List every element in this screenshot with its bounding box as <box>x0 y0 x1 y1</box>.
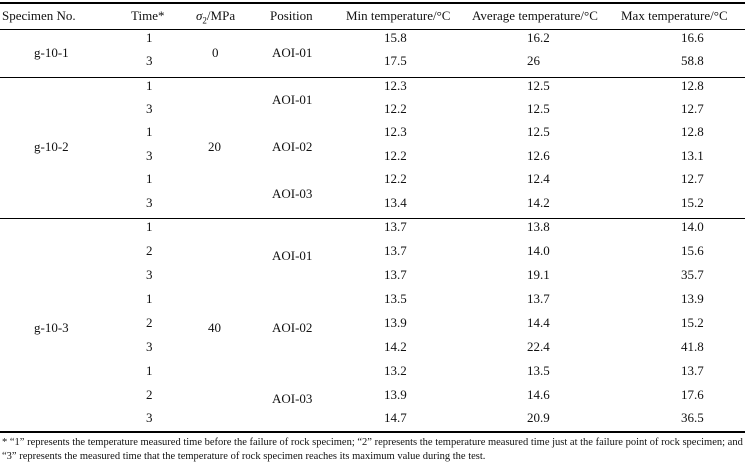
group-divider-rule <box>0 218 745 219</box>
max-temperature-cell: 41.8 <box>681 339 704 354</box>
sigma-subscript: 2 <box>202 15 207 26</box>
min-temperature-cell: 15.8 <box>384 30 407 45</box>
specimen-cell: g-10-1 <box>34 45 69 60</box>
max-temperature-cell: 13.7 <box>681 363 704 378</box>
max-temperature-cell: 15.2 <box>681 315 704 330</box>
time-cell: 3 <box>146 148 153 163</box>
max-temperature-cell: 13.9 <box>681 291 704 306</box>
time-cell: 1 <box>146 171 153 186</box>
min-temperature-cell: 13.7 <box>384 267 407 282</box>
header-time: Time* <box>131 8 165 23</box>
min-temperature-cell: 13.2 <box>384 363 407 378</box>
min-temperature-cell: 13.9 <box>384 315 407 330</box>
position-cell: AOI-01 <box>272 92 313 107</box>
min-temperature-cell: 13.9 <box>384 387 407 402</box>
header-average-temperature: Average temperature/°C <box>472 8 598 23</box>
specimen-cell: g-10-3 <box>34 320 69 335</box>
average-temperature-cell: 20.9 <box>527 410 550 425</box>
time-cell: 1 <box>146 363 153 378</box>
max-temperature-cell: 12.8 <box>681 78 704 93</box>
position-cell: AOI-02 <box>272 320 313 335</box>
max-temperature-cell: 16.6 <box>681 30 704 45</box>
header-position: Position <box>270 8 313 23</box>
position-cell: AOI-01 <box>272 248 313 263</box>
time-cell: 1 <box>146 30 153 45</box>
average-temperature-cell: 14.0 <box>527 243 550 258</box>
time-cell: 2 <box>146 387 153 402</box>
min-temperature-cell: 12.2 <box>384 101 407 116</box>
max-temperature-cell: 58.8 <box>681 53 704 68</box>
time-cell: 2 <box>146 243 153 258</box>
sigma-cell: 0 <box>212 45 219 60</box>
average-temperature-cell: 14.2 <box>527 195 550 210</box>
min-temperature-cell: 12.3 <box>384 124 407 139</box>
time-cell: 3 <box>146 410 153 425</box>
min-temperature-cell: 14.7 <box>384 410 407 425</box>
max-temperature-cell: 15.6 <box>681 243 704 258</box>
time-cell: 3 <box>146 53 153 68</box>
sigma-cell: 20 <box>208 139 221 154</box>
time-cell: 2 <box>146 315 153 330</box>
min-temperature-cell: 13.4 <box>384 195 407 210</box>
average-temperature-cell: 19.1 <box>527 267 550 282</box>
header-min-temperature: Min temperature/°C <box>346 8 451 23</box>
time-cell: 1 <box>146 124 153 139</box>
specimen-cell: g-10-2 <box>34 139 69 154</box>
sigma-unit: /MPa <box>206 8 236 23</box>
average-temperature-cell: 13.8 <box>527 219 550 234</box>
average-temperature-cell: 12.4 <box>527 171 550 186</box>
header-max-temperature: Max temperature/°C <box>621 8 728 23</box>
header-specimen: Specimen No. <box>2 8 76 23</box>
max-temperature-cell: 17.6 <box>681 387 704 402</box>
time-cell: 1 <box>146 78 153 93</box>
min-temperature-cell: 13.7 <box>384 219 407 234</box>
header-sigma: σ2/MPa <box>196 8 235 29</box>
max-temperature-cell: 12.7 <box>681 101 704 116</box>
time-cell: 3 <box>146 101 153 116</box>
time-cell: 3 <box>146 339 153 354</box>
min-temperature-cell: 14.2 <box>384 339 407 354</box>
average-temperature-cell: 13.7 <box>527 291 550 306</box>
position-cell: AOI-02 <box>272 139 313 154</box>
sigma-cell: 40 <box>208 320 221 335</box>
time-cell: 3 <box>146 195 153 210</box>
average-temperature-cell: 13.5 <box>527 363 550 378</box>
sigma-symbol: σ <box>196 8 203 23</box>
average-temperature-cell: 12.5 <box>527 101 550 116</box>
min-temperature-cell: 12.2 <box>384 171 407 186</box>
average-temperature-cell: 22.4 <box>527 339 550 354</box>
position-cell: AOI-03 <box>272 186 313 201</box>
min-temperature-cell: 17.5 <box>384 53 407 68</box>
max-temperature-cell: 36.5 <box>681 410 704 425</box>
table-footnote: * “1” represents the temperature measure… <box>2 437 743 462</box>
time-cell: 3 <box>146 267 153 282</box>
average-temperature-cell: 12.6 <box>527 148 550 163</box>
table-bottom-rule <box>0 431 745 433</box>
max-temperature-cell: 15.2 <box>681 195 704 210</box>
table-top-rule <box>0 2 745 4</box>
max-temperature-cell: 13.1 <box>681 148 704 163</box>
min-temperature-cell: 13.5 <box>384 291 407 306</box>
min-temperature-cell: 13.7 <box>384 243 407 258</box>
group-divider-rule <box>0 77 745 78</box>
position-cell: AOI-03 <box>272 391 313 406</box>
min-temperature-cell: 12.3 <box>384 78 407 93</box>
average-temperature-cell: 14.4 <box>527 315 550 330</box>
min-temperature-cell: 12.2 <box>384 148 407 163</box>
position-cell: AOI-01 <box>272 45 313 60</box>
max-temperature-cell: 14.0 <box>681 219 704 234</box>
time-cell: 1 <box>146 291 153 306</box>
max-temperature-cell: 35.7 <box>681 267 704 282</box>
max-temperature-cell: 12.7 <box>681 171 704 186</box>
max-temperature-cell: 12.8 <box>681 124 704 139</box>
header-bottom-rule <box>0 29 745 30</box>
average-temperature-cell: 26 <box>527 53 540 68</box>
average-temperature-cell: 14.6 <box>527 387 550 402</box>
average-temperature-cell: 12.5 <box>527 78 550 93</box>
average-temperature-cell: 12.5 <box>527 124 550 139</box>
time-cell: 1 <box>146 219 153 234</box>
average-temperature-cell: 16.2 <box>527 30 550 45</box>
